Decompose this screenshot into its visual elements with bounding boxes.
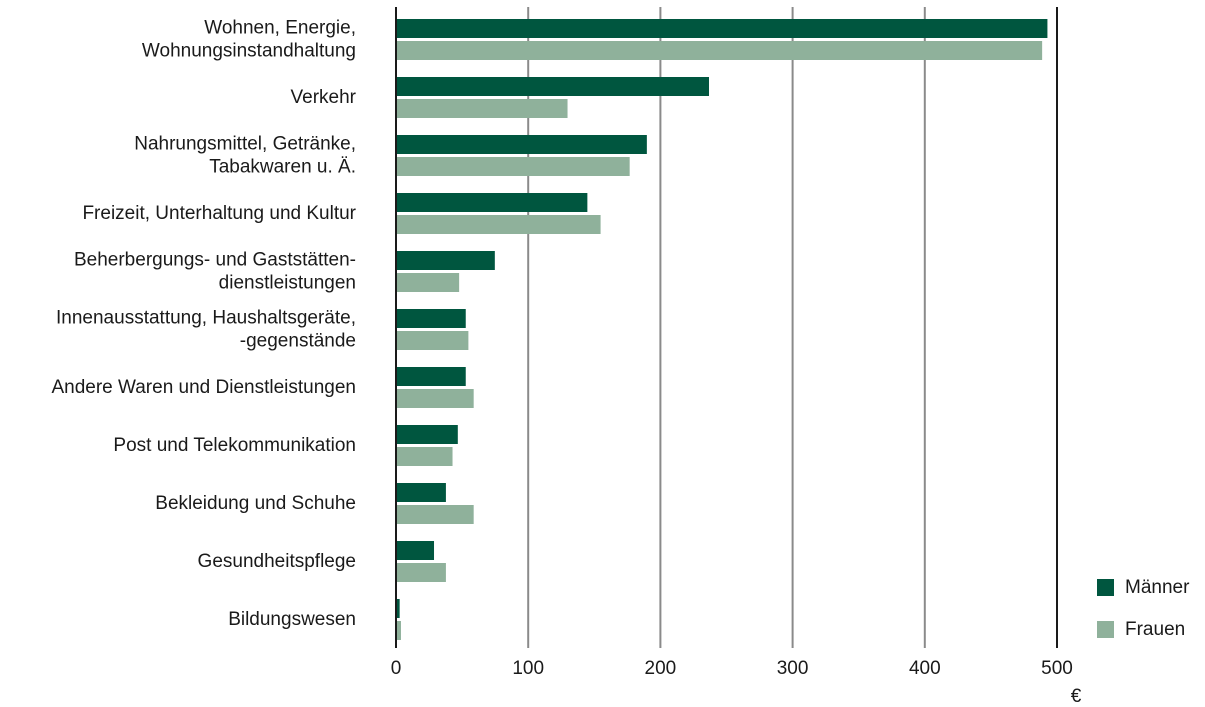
bar — [397, 99, 568, 118]
x-tick-label: 200 — [645, 658, 677, 679]
bar — [397, 599, 400, 618]
x-tick-label: 100 — [512, 658, 544, 679]
y-tick-label: Beherbergungs- und Gaststätten-dienstlei… — [74, 250, 356, 294]
bar — [397, 157, 630, 176]
y-tick-label: Wohnen, Energie, Wohnungsinstandhaltung — [142, 18, 356, 62]
bar — [397, 621, 401, 640]
y-tick-label: Andere Waren und Dienstleistungen — [51, 377, 356, 398]
y-tick-label: Post und Telekommunikation — [113, 435, 356, 456]
bar — [397, 19, 1048, 38]
bar — [397, 309, 466, 328]
bar — [397, 77, 709, 96]
x-axis-unit: € — [1071, 686, 1082, 707]
bar — [397, 135, 647, 154]
y-tick-label: Nahrungsmittel, Getränke, Tabakwaren u. Ä… — [134, 134, 356, 178]
y-tick-label: Gesundheitspflege — [198, 551, 356, 572]
x-tick-label: 500 — [1041, 658, 1073, 679]
bar — [397, 273, 460, 292]
legend-swatch — [1097, 621, 1114, 638]
bar — [397, 483, 446, 502]
bar — [397, 389, 474, 408]
bar — [397, 447, 453, 466]
legend-label: Männer — [1125, 577, 1190, 598]
bar — [397, 563, 446, 582]
y-tick-label: Verkehr — [291, 87, 357, 108]
bar — [397, 215, 601, 234]
y-tick-label: Innenausstattung, Haushaltsgeräte, -gegen… — [56, 308, 356, 352]
y-tick-label: Bildungswesen — [228, 609, 356, 630]
bar — [397, 367, 466, 386]
x-tick-label: 400 — [909, 658, 941, 679]
y-tick-label: Freizeit, Unterhaltung und Kultur — [82, 203, 356, 224]
legend-label: Frauen — [1125, 619, 1185, 640]
bar — [397, 251, 495, 270]
y-tick-label: Bekleidung und Schuhe — [155, 493, 356, 514]
bar — [397, 193, 588, 212]
bar — [397, 41, 1043, 60]
bar — [397, 425, 458, 444]
x-tick-label: 0 — [391, 658, 402, 679]
legend-swatch — [1097, 579, 1114, 596]
bar — [397, 541, 435, 560]
bar — [397, 331, 469, 350]
x-tick-label: 300 — [777, 658, 809, 679]
bar — [397, 505, 474, 524]
